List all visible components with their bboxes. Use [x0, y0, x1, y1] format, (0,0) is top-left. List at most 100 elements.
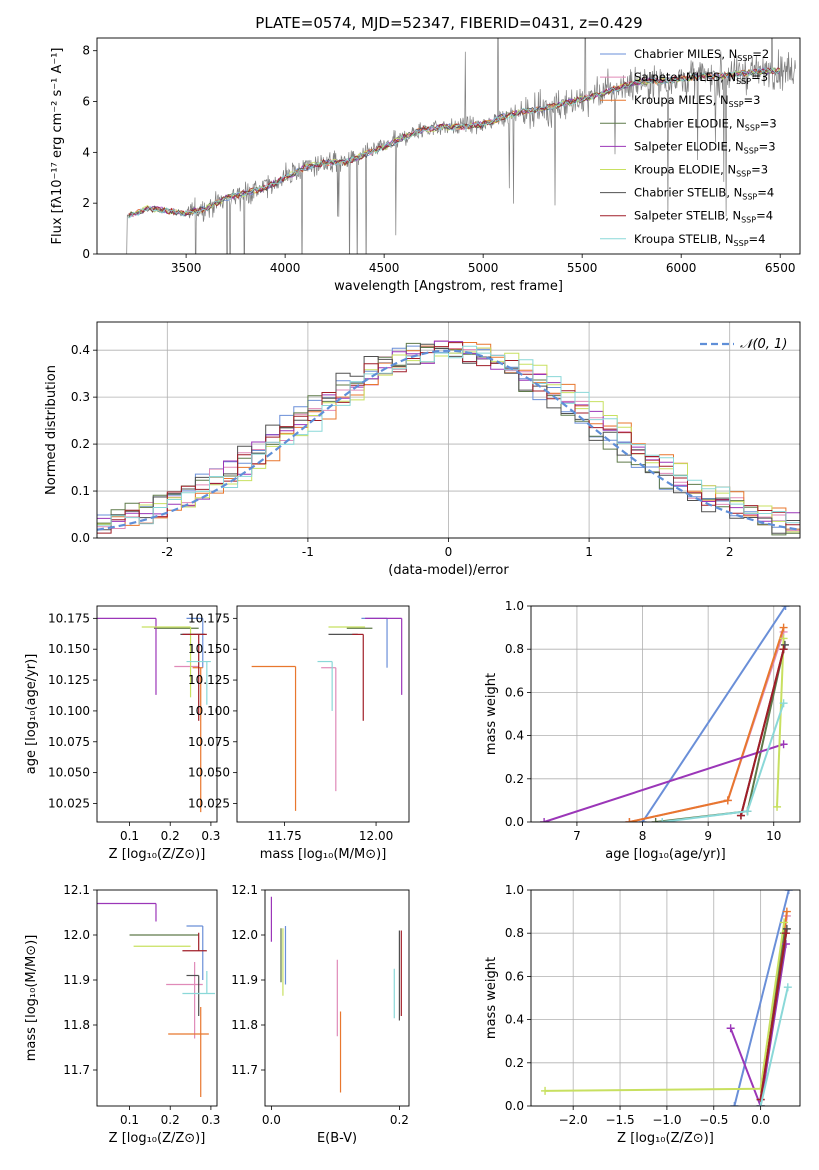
- y-tick-label: 0.6: [505, 969, 524, 983]
- y-tick-label: 10.125: [48, 673, 90, 687]
- y-tick-label: 11.8: [231, 1018, 258, 1032]
- model-histogram: [97, 342, 800, 534]
- y-tick-label: 10.025: [48, 796, 90, 810]
- mass-weight-line: [759, 986, 789, 1106]
- legend: 𝒩(0, 1): [700, 337, 787, 352]
- x-axis-label: age [log₁₀(age/yr)]: [605, 847, 726, 862]
- x-tick-label: 12.00: [359, 829, 393, 843]
- legend-label: Salpeter ELODIE, NSSP=3: [634, 139, 776, 155]
- axes-frame: [530, 605, 801, 823]
- legend-label: Salpeter STELIB, NSSP=4: [634, 209, 773, 225]
- y-tick-label: 10.175: [48, 611, 90, 625]
- plus-marker: [782, 924, 791, 933]
- legend-label: Kroupa STELIB, NSSP=4: [634, 232, 765, 248]
- legend-label: Kroupa ELODIE, NSSP=3: [634, 163, 768, 179]
- spectrum-panel: 3500 4000 4500 5000 5500 6000 6500 0 2 4 6 8 wavelen…: [50, 37, 801, 294]
- legend: Chabrier MILES, NSSP=2 Salpeter MILES, NS…: [600, 47, 777, 248]
- x-tick-label: 0.3: [201, 1113, 220, 1127]
- mass-vs-metallicity-panel: 0.1 0.2 0.3 11.7 11.8 11.9 12.0 12.1 Z [log₁₀(Z/…: [24, 883, 220, 1146]
- x-tick-label: 2: [726, 545, 734, 559]
- y-tick-label: 0.4: [71, 343, 90, 357]
- y-tick-label: 0.2: [71, 437, 90, 451]
- mass-weight-vs-metallicity-panel: −2.0 −1.5 −1.0 −0.5 0.0 0.0 0.2 0.4 0.6 0.8 1.0 Z […: [484, 883, 801, 1146]
- y-tick-label: 0.1: [71, 484, 90, 498]
- plot-area: [126, 38, 796, 254]
- plot-area: [97, 902, 215, 1097]
- legend-label: Chabrier STELIB, NSSP=4: [634, 186, 774, 202]
- y-tick-label: 0.0: [505, 815, 524, 829]
- plus-marker: [541, 1086, 550, 1095]
- y-tick-label: 1.0: [505, 599, 524, 613]
- x-tick-label: 6000: [666, 261, 697, 275]
- axes-frame: [96, 605, 218, 823]
- x-tick-label: 10: [766, 829, 781, 843]
- y-axis-label: age [log₁₀(age/yr)]: [24, 654, 39, 775]
- x-tick-label: 5500: [567, 261, 598, 275]
- x-tick-label: −2.0: [559, 1113, 588, 1127]
- legend-label: Chabrier ELODIE, NSSP=3: [634, 116, 777, 132]
- y-axis-label: Normed distribution: [44, 365, 59, 495]
- x-tick-label: 0.0: [751, 1113, 770, 1127]
- residual-histogram-panel: -2 -1 0 1 2 0.0 0.1 0.2 0.3 0.4 (data-model)/error…: [44, 321, 801, 578]
- axes-frame: [264, 889, 410, 1107]
- y-axis-label: mass weight: [484, 673, 499, 755]
- y-tick-label: 11.9: [231, 973, 258, 987]
- x-axis-label: E(B-V): [317, 1131, 357, 1146]
- tick-group: 7 8 9 10 0.0 0.2 0.4 0.6 0.8 1.0: [505, 599, 781, 843]
- y-tick-label: 10.150: [48, 642, 90, 656]
- tick-group: 11.75 12.00 10.025 10.050 10.075 10.100 10.125…: [188, 611, 393, 843]
- x-tick-label: 0.3: [201, 829, 220, 843]
- plot-area: [97, 617, 211, 813]
- plus-marker: [784, 890, 793, 894]
- y-tick-label: 10.100: [188, 704, 230, 718]
- y-tick-label: 10.075: [188, 735, 230, 749]
- plot-area: [540, 606, 790, 822]
- mass-weight-line: [740, 648, 785, 816]
- x-tick-label: 11.75: [267, 829, 301, 843]
- plus-marker: [723, 796, 732, 805]
- plus-marker: [780, 640, 789, 649]
- y-tick-label: 11.7: [63, 1063, 90, 1077]
- x-axis-label: wavelength [Angstrom, rest frame]: [334, 279, 563, 294]
- mass-weight-line: [543, 743, 784, 822]
- tick-group: 0.1 0.2 0.3 11.7 11.8 11.9 12.0 12.1: [63, 883, 220, 1127]
- axes-frame: [530, 889, 801, 1107]
- y-tick-label: 0.4: [505, 729, 524, 743]
- plus-marker: [779, 623, 788, 632]
- plus-marker: [658, 818, 667, 822]
- plus-marker: [756, 1084, 765, 1093]
- y-axis-label: mass weight: [484, 957, 499, 1039]
- x-tick-label: 4500: [369, 261, 400, 275]
- plus-marker: [779, 699, 788, 708]
- x-tick-label: 0: [445, 545, 453, 559]
- y-tick-label: 0.0: [505, 1099, 524, 1113]
- model-spectrum: [128, 67, 780, 216]
- plus-marker: [780, 918, 789, 927]
- x-tick-label: 3500: [171, 261, 202, 275]
- y-tick-label: 12.0: [231, 928, 258, 942]
- y-tick-label: 8: [82, 44, 90, 58]
- y-tick-label: 11.8: [63, 1018, 90, 1032]
- x-tick-label: 6500: [765, 261, 796, 275]
- y-tick-label: 2: [82, 196, 90, 210]
- mass-vs-extinction-panel: 0.0 0.2 11.7 11.8 11.9 12.0 12.1 E(B-V): [231, 883, 410, 1146]
- plus-marker: [726, 1024, 735, 1033]
- x-tick-label: 0.0: [262, 1113, 281, 1127]
- y-tick-label: 6: [82, 95, 90, 109]
- age-vs-mass-panel: 11.75 12.00 10.025 10.050 10.075 10.100 10.125…: [188, 605, 410, 862]
- x-tick-label: −0.5: [699, 1113, 728, 1127]
- mass-weight-line: [641, 606, 787, 822]
- x-tick-label: 0.2: [161, 829, 180, 843]
- plus-marker: [781, 606, 790, 610]
- y-tick-label: 10.025: [188, 796, 230, 810]
- tick-group: −2.0 −1.5 −1.0 −0.5 0.0 0.0 0.2 0.4 0.6 0.8 1.0: [505, 883, 770, 1127]
- plus-marker: [779, 634, 788, 643]
- tick-group: 3500 4000 4500 5000 5500 6000 6500 0 2 4 6 8: [82, 44, 795, 275]
- plus-marker: [783, 983, 792, 992]
- x-tick-label: 0.1: [120, 829, 139, 843]
- x-axis-label: Z [log₁₀(Z/Z⊙)]: [109, 847, 206, 862]
- y-tick-label: 0.0: [71, 531, 90, 545]
- model-spectrum: [128, 67, 781, 219]
- model-histogram: [97, 345, 800, 526]
